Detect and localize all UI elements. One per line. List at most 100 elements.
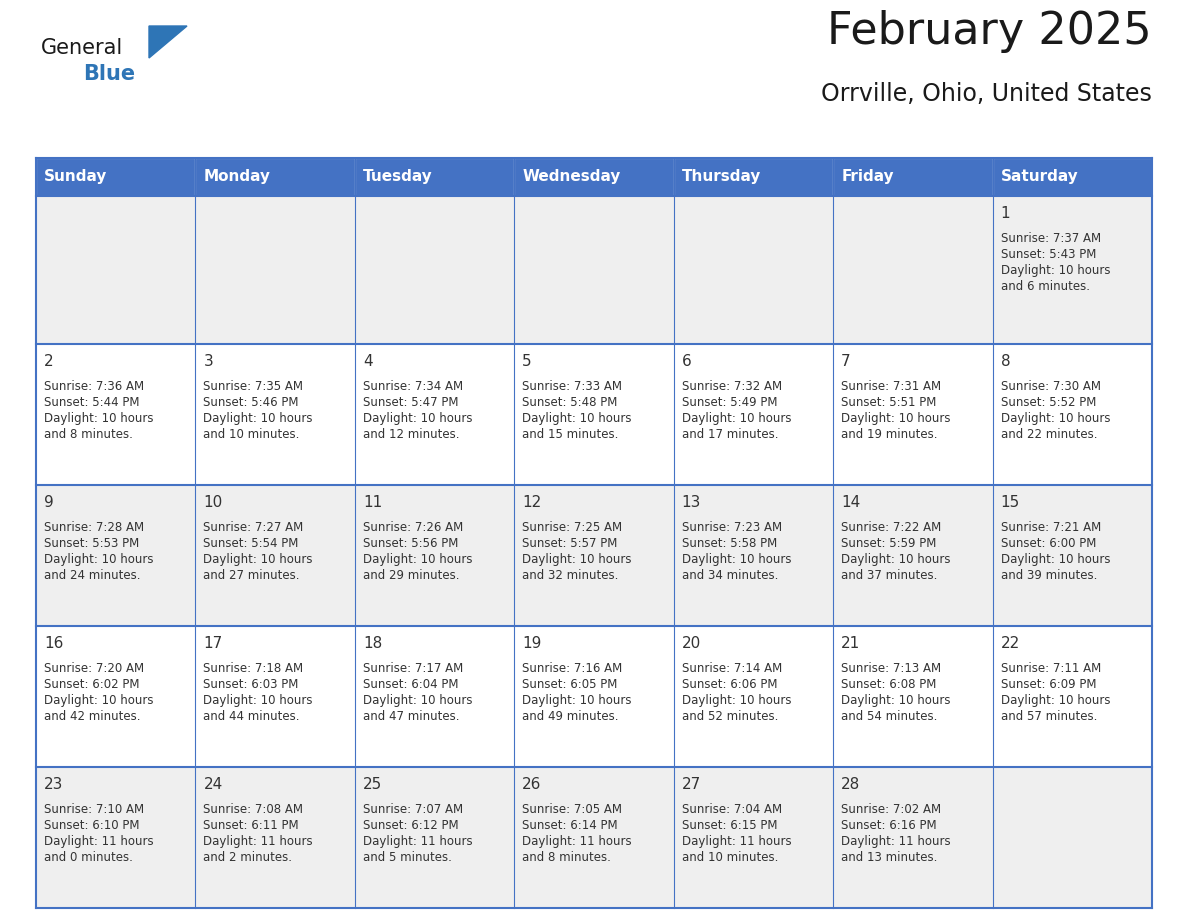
- Text: and 52 minutes.: and 52 minutes.: [682, 710, 778, 723]
- Bar: [833, 158, 992, 196]
- Text: Sunset: 5:46 PM: Sunset: 5:46 PM: [203, 396, 299, 409]
- Text: Sunday: Sunday: [44, 170, 107, 185]
- Text: and 13 minutes.: and 13 minutes.: [841, 851, 937, 864]
- Text: Sunrise: 7:33 AM: Sunrise: 7:33 AM: [523, 380, 623, 393]
- Text: Daylight: 10 hours: Daylight: 10 hours: [44, 694, 153, 707]
- Text: 19: 19: [523, 636, 542, 651]
- Text: 6: 6: [682, 354, 691, 369]
- Text: Sunrise: 7:35 AM: Sunrise: 7:35 AM: [203, 380, 303, 393]
- Text: and 47 minutes.: and 47 minutes.: [362, 710, 460, 723]
- Text: Daylight: 10 hours: Daylight: 10 hours: [523, 412, 632, 425]
- Text: Sunset: 6:04 PM: Sunset: 6:04 PM: [362, 678, 459, 691]
- Bar: [355, 196, 514, 344]
- Text: Sunset: 6:03 PM: Sunset: 6:03 PM: [203, 678, 299, 691]
- Text: Daylight: 10 hours: Daylight: 10 hours: [203, 412, 312, 425]
- Text: Sunset: 6:02 PM: Sunset: 6:02 PM: [44, 678, 139, 691]
- Bar: [674, 158, 833, 196]
- Text: 5: 5: [523, 354, 532, 369]
- Text: Sunrise: 7:14 AM: Sunrise: 7:14 AM: [682, 662, 782, 675]
- Text: Sunset: 5:54 PM: Sunset: 5:54 PM: [203, 537, 299, 550]
- Bar: [514, 158, 674, 196]
- Text: 25: 25: [362, 777, 383, 792]
- Text: Sunset: 6:00 PM: Sunset: 6:00 PM: [1000, 537, 1097, 550]
- Text: and 2 minutes.: and 2 minutes.: [203, 851, 292, 864]
- Bar: [196, 196, 355, 344]
- Text: 3: 3: [203, 354, 213, 369]
- Bar: [514, 485, 674, 626]
- Text: Daylight: 11 hours: Daylight: 11 hours: [682, 835, 791, 848]
- Text: Sunrise: 7:34 AM: Sunrise: 7:34 AM: [362, 380, 463, 393]
- Bar: [674, 485, 833, 626]
- Text: and 24 minutes.: and 24 minutes.: [44, 569, 140, 582]
- Text: and 6 minutes.: and 6 minutes.: [1000, 280, 1089, 293]
- Text: Daylight: 11 hours: Daylight: 11 hours: [523, 835, 632, 848]
- Bar: [355, 344, 514, 485]
- Bar: [36, 485, 196, 626]
- Text: Daylight: 11 hours: Daylight: 11 hours: [362, 835, 473, 848]
- Bar: [833, 767, 992, 908]
- Text: Daylight: 10 hours: Daylight: 10 hours: [523, 694, 632, 707]
- Text: Daylight: 10 hours: Daylight: 10 hours: [44, 412, 153, 425]
- Bar: [833, 485, 992, 626]
- Text: Daylight: 10 hours: Daylight: 10 hours: [44, 553, 153, 566]
- Text: February 2025: February 2025: [827, 10, 1152, 53]
- Bar: [992, 485, 1152, 626]
- Text: Sunset: 5:47 PM: Sunset: 5:47 PM: [362, 396, 459, 409]
- Text: Sunset: 6:12 PM: Sunset: 6:12 PM: [362, 819, 459, 832]
- Text: Sunset: 5:57 PM: Sunset: 5:57 PM: [523, 537, 618, 550]
- Text: Sunrise: 7:02 AM: Sunrise: 7:02 AM: [841, 803, 941, 816]
- Bar: [833, 196, 992, 344]
- Text: and 54 minutes.: and 54 minutes.: [841, 710, 937, 723]
- Text: Sunrise: 7:37 AM: Sunrise: 7:37 AM: [1000, 232, 1101, 245]
- Text: Orrville, Ohio, United States: Orrville, Ohio, United States: [821, 82, 1152, 106]
- Bar: [196, 767, 355, 908]
- Text: Daylight: 10 hours: Daylight: 10 hours: [682, 412, 791, 425]
- Text: 14: 14: [841, 495, 860, 510]
- Text: 7: 7: [841, 354, 851, 369]
- Text: and 5 minutes.: and 5 minutes.: [362, 851, 451, 864]
- Text: 1: 1: [1000, 206, 1010, 221]
- Text: and 32 minutes.: and 32 minutes.: [523, 569, 619, 582]
- Text: Sunrise: 7:36 AM: Sunrise: 7:36 AM: [44, 380, 144, 393]
- Text: and 10 minutes.: and 10 minutes.: [203, 428, 299, 441]
- Text: Daylight: 10 hours: Daylight: 10 hours: [362, 553, 473, 566]
- Bar: [833, 626, 992, 767]
- Text: and 10 minutes.: and 10 minutes.: [682, 851, 778, 864]
- Bar: [514, 767, 674, 908]
- Text: Sunset: 5:51 PM: Sunset: 5:51 PM: [841, 396, 936, 409]
- Bar: [514, 344, 674, 485]
- Text: Daylight: 11 hours: Daylight: 11 hours: [841, 835, 950, 848]
- Text: 21: 21: [841, 636, 860, 651]
- Text: and 17 minutes.: and 17 minutes.: [682, 428, 778, 441]
- Bar: [674, 767, 833, 908]
- Text: and 27 minutes.: and 27 minutes.: [203, 569, 299, 582]
- Text: 23: 23: [44, 777, 63, 792]
- Text: Sunset: 6:10 PM: Sunset: 6:10 PM: [44, 819, 139, 832]
- Text: Tuesday: Tuesday: [362, 170, 432, 185]
- Text: 9: 9: [44, 495, 53, 510]
- Text: and 15 minutes.: and 15 minutes.: [523, 428, 619, 441]
- Bar: [674, 344, 833, 485]
- Bar: [355, 485, 514, 626]
- Text: Sunset: 5:58 PM: Sunset: 5:58 PM: [682, 537, 777, 550]
- Bar: [36, 344, 196, 485]
- Text: and 34 minutes.: and 34 minutes.: [682, 569, 778, 582]
- Text: Sunset: 5:53 PM: Sunset: 5:53 PM: [44, 537, 139, 550]
- Text: and 19 minutes.: and 19 minutes.: [841, 428, 937, 441]
- Text: Sunset: 5:52 PM: Sunset: 5:52 PM: [1000, 396, 1097, 409]
- Text: 15: 15: [1000, 495, 1019, 510]
- Text: Sunset: 5:56 PM: Sunset: 5:56 PM: [362, 537, 459, 550]
- Text: 16: 16: [44, 636, 63, 651]
- Text: Sunset: 5:59 PM: Sunset: 5:59 PM: [841, 537, 936, 550]
- Text: Sunrise: 7:11 AM: Sunrise: 7:11 AM: [1000, 662, 1101, 675]
- Text: Daylight: 10 hours: Daylight: 10 hours: [841, 553, 950, 566]
- Text: and 29 minutes.: and 29 minutes.: [362, 569, 460, 582]
- Bar: [674, 626, 833, 767]
- Bar: [514, 626, 674, 767]
- Text: Daylight: 10 hours: Daylight: 10 hours: [1000, 412, 1110, 425]
- Text: Sunrise: 7:07 AM: Sunrise: 7:07 AM: [362, 803, 463, 816]
- Bar: [196, 158, 355, 196]
- Text: Daylight: 11 hours: Daylight: 11 hours: [44, 835, 153, 848]
- Text: Friday: Friday: [841, 170, 893, 185]
- Text: 28: 28: [841, 777, 860, 792]
